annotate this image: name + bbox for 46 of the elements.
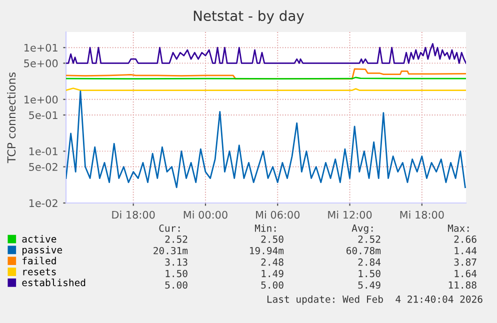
y-tick-label: 5e-01 (29, 111, 58, 120)
legend-label: established (22, 278, 86, 286)
text: 2.52 (358, 235, 380, 243)
chart-title: Netstat - by day (194, 10, 304, 24)
text: 1.64 (454, 270, 477, 278)
y-tick-label: 5e+00 (24, 59, 58, 68)
y-tick-label: 5e-02 (29, 163, 58, 171)
text: 2.84 (358, 258, 381, 266)
x-tick-label: Mi 18:00 (400, 210, 444, 219)
legend-label: active (22, 235, 56, 243)
x-tick-label: Di 18:00 (112, 210, 155, 219)
text: 19.94m (250, 246, 284, 254)
text: 2.66 (454, 235, 476, 243)
text: 2.50 (261, 235, 284, 243)
y-tick-label: 1e-02 (29, 199, 58, 208)
text: Avg: (352, 224, 373, 234)
legend-label: failed (22, 256, 56, 264)
text: Cur: (159, 224, 180, 232)
y-tick-label: 1e-01 (29, 147, 58, 156)
text: Max: (448, 224, 469, 232)
x-tick-label: Mi 00:00 (184, 210, 228, 219)
text: 5.49 (358, 281, 380, 289)
legend-label: resets (23, 268, 56, 276)
y-tick-label: 1e+01 (24, 44, 58, 52)
text: 1.49 (262, 270, 284, 278)
text: 1.50 (166, 270, 188, 278)
x-tick-label: Mi 12:00 (328, 210, 372, 219)
text: 20.31m (154, 246, 188, 254)
text: 5.00 (165, 281, 188, 289)
text: 3.13 (165, 258, 188, 266)
text: 1.44 (454, 247, 477, 254)
text: 5.00 (261, 281, 284, 289)
line-series (66, 43, 466, 64)
line-series (66, 90, 466, 188)
legend-label: passive (22, 246, 62, 256)
text: 2.48 (261, 258, 284, 266)
text: 3.87 (454, 258, 476, 266)
text: Min: (254, 224, 276, 232)
text: Last update: Wed Feb 4 21:40:04 2026 (267, 295, 482, 305)
text: 1.50 (358, 270, 380, 278)
text: 60.78m (346, 246, 381, 254)
text: 11.88 (448, 281, 476, 289)
y-tick-label: 1e+00 (24, 96, 58, 104)
y-axis-title: TCP connections (7, 72, 16, 164)
text: 2.52 (165, 235, 188, 243)
x-tick-label: Mi 06:00 (256, 210, 300, 219)
